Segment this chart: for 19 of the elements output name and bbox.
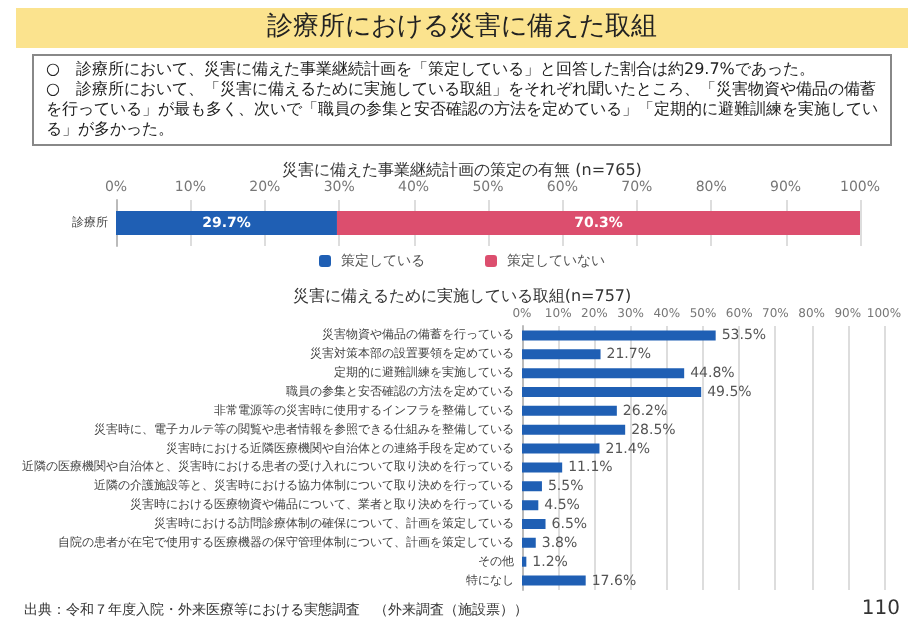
bar [522, 500, 539, 511]
bar [522, 575, 586, 586]
bar [522, 481, 542, 492]
chart-title: 災害に備えるために実施している取組(n=757) [292, 287, 632, 305]
bar [522, 405, 617, 416]
text: 診療所における災害に備えた取組 [16, 8, 908, 48]
bar [522, 368, 685, 379]
bar [522, 330, 716, 341]
text: ○ 診療所において、「災害に備えるために実施している取組」をそれぞれ聞いたところ、「災害物資や備品の備蓄を行っている」が最も多く、次いで「職員の参集と安否確認の方法を定めている」「定期的に避難訓練を実施している」が多かった。 [46, 80, 878, 140]
bar [522, 443, 600, 454]
bar [522, 349, 601, 360]
bar [522, 462, 563, 473]
bar [522, 519, 546, 529]
bar [522, 424, 626, 435]
bar [522, 537, 536, 548]
text: 110 [861, 598, 900, 620]
text: ○ 診療所において、災害に備えた事業継続計画を「策定している」と回答した割合は約29.7%であった。 [46, 60, 817, 80]
chart-title: 災害に備えた事業継続計画の策定の有無 (n=765) [282, 161, 642, 179]
bar [522, 387, 702, 397]
